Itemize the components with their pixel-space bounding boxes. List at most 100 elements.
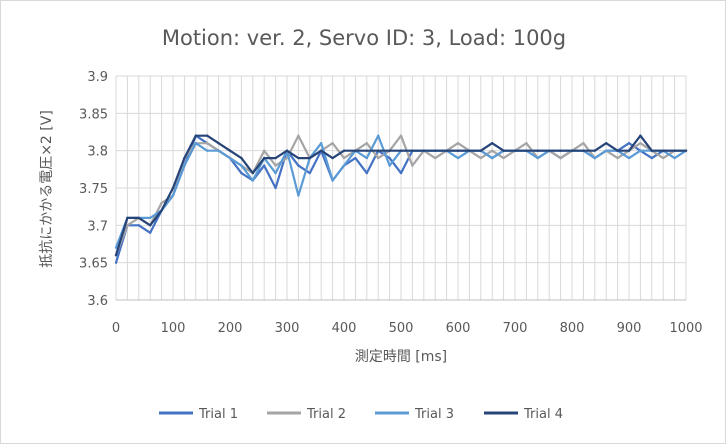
data-point: [650, 149, 653, 152]
y-tick-label: 3.75: [79, 182, 108, 197]
data-point: [183, 164, 186, 167]
data-point: [627, 149, 631, 152]
data-point: [217, 149, 220, 152]
data-point: [354, 156, 357, 160]
data-point: [605, 142, 608, 145]
data-point: [308, 171, 311, 175]
data-point: [342, 156, 346, 160]
data-point: [285, 149, 289, 152]
data-point: [171, 194, 175, 197]
data-point: [570, 149, 574, 152]
data-point: [377, 134, 380, 137]
data-point: [206, 149, 209, 152]
data-point: [297, 164, 300, 167]
y-axis-title: 抵抗にかかる電圧×2 [V]: [39, 110, 55, 268]
data-point: [616, 156, 619, 160]
data-point: [114, 246, 118, 249]
legend-label: Trial 4: [523, 407, 563, 422]
data-point: [251, 179, 254, 182]
data-point: [263, 156, 266, 160]
data-point: [274, 164, 277, 167]
data-point: [114, 261, 118, 264]
data-point: [126, 224, 129, 227]
data-point: [206, 134, 209, 137]
y-tick-label: 3.85: [79, 107, 108, 122]
data-point: [434, 149, 437, 152]
data-point: [388, 149, 391, 152]
data-point: [206, 142, 209, 145]
data-point: [263, 149, 266, 152]
chart-title: Motion: ver. 2, Servo ID: 3, Load: 100g: [162, 26, 566, 50]
data-point: [160, 201, 163, 205]
data-point: [331, 179, 334, 182]
data-point: [149, 216, 152, 220]
series-lines: [114, 134, 688, 264]
data-point: [388, 164, 391, 167]
data-point: [399, 149, 403, 152]
data-point: [639, 134, 642, 137]
legend: Trial 1 Trial 2 Trial 3 Trial 4: [159, 407, 563, 422]
data-point: [479, 156, 482, 160]
data-point: [502, 149, 505, 152]
x-tick-label: 0: [112, 321, 120, 336]
data-point: [491, 149, 494, 152]
data-point: [525, 149, 528, 152]
data-point: [673, 156, 676, 160]
data-point: [616, 149, 619, 152]
legend-item: Trial 3: [375, 407, 454, 422]
data-point: [491, 142, 494, 145]
data-point: [274, 186, 277, 190]
data-point: [137, 216, 140, 220]
data-point: [263, 164, 266, 167]
data-point: [126, 216, 129, 220]
data-point: [137, 224, 140, 227]
tick-labels: 3.6 3.65 3.7 3.75 3.8 3.85 3.9 0 100 200 300 400 500…: [79, 70, 703, 336]
x-tick-label: 1000: [669, 321, 702, 336]
legend-label: Trial 1: [198, 407, 238, 422]
legend-item: Trial 4: [484, 407, 563, 422]
y-tick-label: 3.65: [79, 257, 108, 272]
data-point: [662, 149, 665, 152]
data-point: [297, 194, 300, 197]
data-point: [331, 142, 334, 145]
data-point: [274, 156, 277, 160]
data-point: [536, 149, 539, 152]
x-tick-label: 900: [617, 321, 642, 336]
x-axis-title: 測定時間 [ms]: [355, 349, 447, 365]
data-point: [365, 142, 368, 145]
data-point: [639, 149, 642, 152]
x-tick-label: 700: [503, 321, 528, 336]
data-point: [593, 149, 596, 152]
data-point: [320, 149, 323, 152]
data-point: [388, 156, 391, 160]
data-point: [673, 149, 676, 152]
data-point: [114, 254, 118, 257]
data-point: [297, 156, 300, 160]
data-point: [627, 142, 631, 145]
data-point: [342, 149, 346, 152]
legend-item: Trial 2: [267, 407, 346, 422]
data-point: [320, 142, 323, 145]
data-point: [399, 134, 403, 137]
data-point: [149, 231, 152, 234]
data-point: [456, 142, 460, 145]
data-point: [240, 156, 243, 160]
data-point: [183, 156, 186, 160]
x-tick-label: 500: [389, 321, 414, 336]
data-point: [331, 156, 334, 160]
data-point: [650, 156, 653, 160]
data-point: [240, 164, 243, 167]
data-point: [342, 164, 346, 167]
data-point: [491, 156, 494, 160]
data-point: [662, 156, 665, 160]
data-point: [582, 142, 585, 145]
data-point: [251, 171, 254, 175]
data-point: [684, 149, 688, 152]
data-point: [171, 186, 175, 190]
data-point: [297, 134, 300, 137]
data-point: [217, 142, 220, 145]
data-point: [228, 156, 232, 160]
data-point: [468, 149, 471, 152]
